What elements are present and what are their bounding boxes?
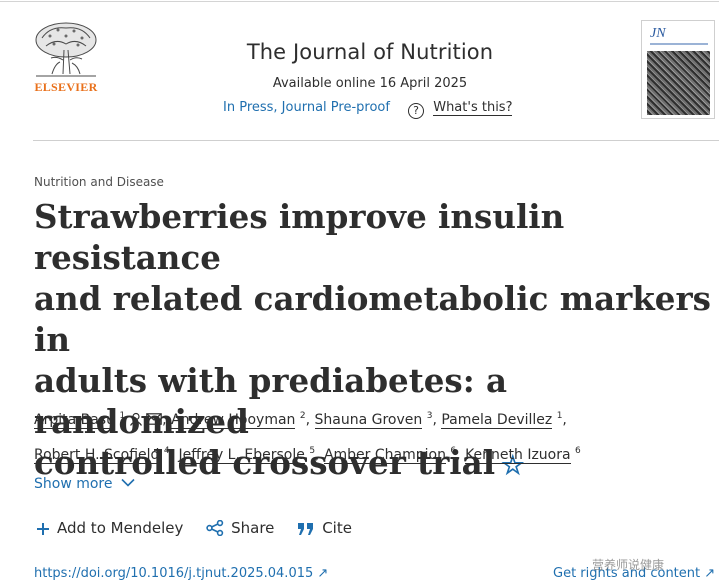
- quote-icon: [298, 523, 314, 535]
- header-divider: [33, 140, 719, 141]
- status-row: In Press, Journal Pre-proof ? What's thi…: [223, 100, 513, 119]
- article-actions: Add to Mendeley Share Cite: [36, 519, 370, 537]
- author[interactable]: Kenneth Izuora 6: [465, 446, 581, 464]
- article-section-label[interactable]: Nutrition and Disease: [34, 175, 164, 189]
- journal-title[interactable]: The Journal of Nutrition: [246, 40, 494, 64]
- author[interactable]: Arpita Basu 1: [34, 411, 162, 429]
- plus-icon: [37, 523, 49, 535]
- get-rights-link[interactable]: Get rights and content ↗: [553, 566, 716, 581]
- cover-image: [647, 51, 710, 115]
- in-press-link[interactable]: In Press, Journal Pre-proof: [223, 100, 390, 115]
- article-title: Strawberries improve insulin resistance …: [34, 196, 714, 487]
- share-icon: [206, 520, 224, 536]
- show-more-label: Show more: [34, 476, 113, 492]
- author[interactable]: Robert H. Scofield 4: [34, 446, 170, 464]
- watermark: 营养师说健康: [592, 558, 665, 572]
- elsevier-logo[interactable]: [30, 20, 102, 94]
- author[interactable]: Shauna Groven 3: [314, 411, 433, 429]
- author-list: Arpita Basu 1, Andrew Hooyman 2, Shauna …: [34, 411, 581, 464]
- chevron-down-icon: [120, 478, 135, 487]
- share-label: Share: [231, 519, 275, 537]
- journal-cover-thumbnail[interactable]: JN: [641, 20, 715, 119]
- author[interactable]: Amber Champion 6: [323, 446, 457, 464]
- mendeley-label: Add to Mendeley: [57, 519, 184, 537]
- author[interactable]: Andrew Hooyman 2: [171, 411, 306, 429]
- cite-label: Cite: [322, 519, 352, 537]
- journal-header: The Journal of Nutrition: [180, 40, 560, 64]
- cover-subtitle-bar: [650, 43, 708, 45]
- cite-button[interactable]: Cite: [297, 519, 352, 537]
- question-circle-icon[interactable]: ?: [408, 103, 425, 119]
- show-more-button[interactable]: Show more: [34, 476, 135, 492]
- elsevier-tree-icon: [35, 22, 97, 77]
- publisher-name: ELSEVIER: [34, 80, 98, 94]
- title-line: Strawberries improve insulin resistance: [34, 197, 565, 277]
- person-icon[interactable]: [129, 412, 143, 426]
- availability-date: Available online 16 April 2025: [272, 76, 468, 91]
- star-icon[interactable]: ☆: [501, 451, 525, 481]
- title-line: adults with prediabetes: a randomized: [34, 361, 508, 441]
- doi-link[interactable]: https://doi.org/10.1016/j.tjnut.2025.04.…: [34, 566, 329, 581]
- share-button[interactable]: Share: [206, 519, 274, 537]
- author[interactable]: Pamela Devillez 1: [441, 411, 563, 429]
- title-line: controlled crossover trial: [34, 443, 496, 482]
- email-icon[interactable]: [146, 413, 162, 425]
- author[interactable]: Jeffrey L. Ebersole 5: [178, 446, 316, 464]
- external-link-icon: ↗: [704, 566, 716, 581]
- add-to-mendeley-button[interactable]: Add to Mendeley: [36, 519, 183, 537]
- cover-logo: JN: [650, 26, 666, 41]
- external-link-icon: ↗: [317, 566, 329, 581]
- whats-this-link[interactable]: What's this?: [433, 100, 513, 116]
- top-rule: [0, 1, 719, 2]
- title-line: and related cardiometabolic markers in: [34, 279, 711, 359]
